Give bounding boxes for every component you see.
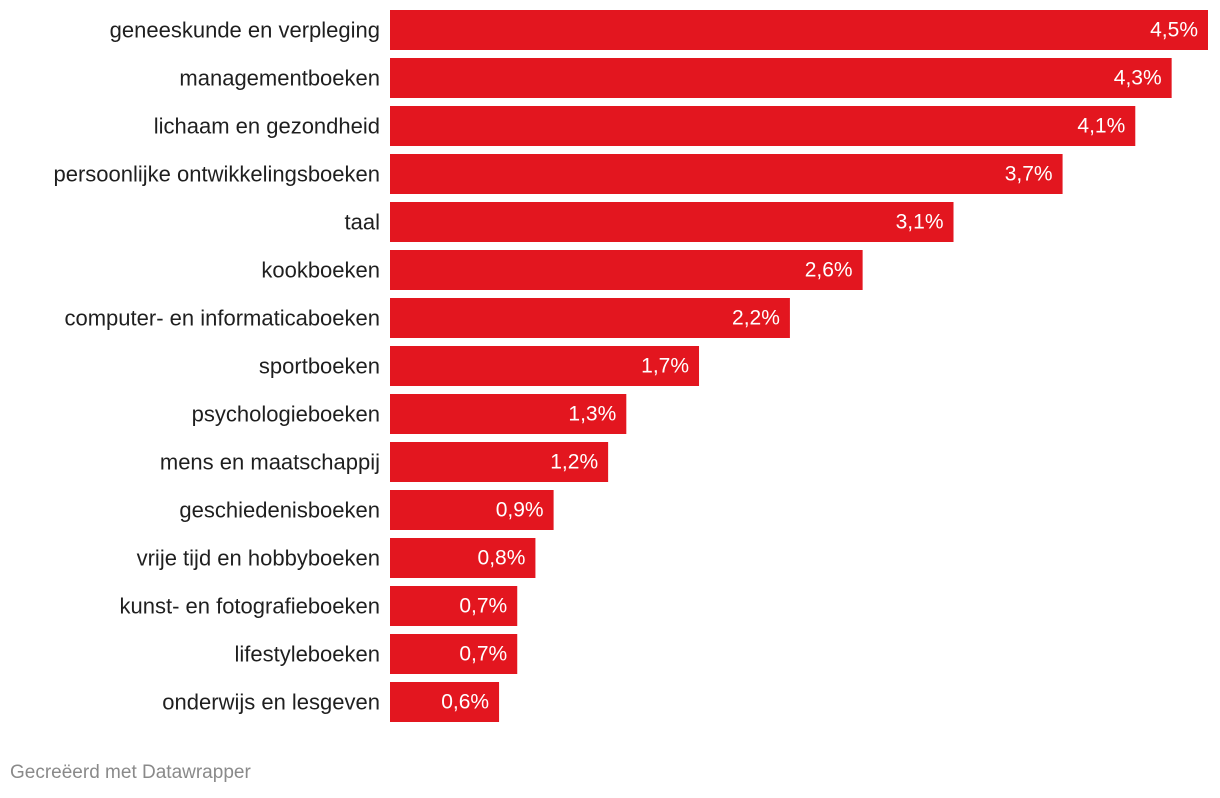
bar (390, 538, 536, 578)
value-label: 1,7% (641, 355, 689, 378)
category-label: psychologieboeken (192, 402, 380, 427)
bar (390, 442, 609, 482)
category-label: lifestyleboeken (234, 642, 380, 667)
category-label: onderwijs en lesgeven (162, 690, 380, 715)
value-label: 0,9% (496, 499, 544, 522)
value-label: 4,5% (1150, 19, 1198, 42)
value-label: 0,6% (441, 691, 489, 714)
bar (390, 250, 863, 290)
value-label: 0,8% (478, 547, 526, 570)
bar (390, 298, 790, 338)
bar (390, 682, 500, 722)
value-label: 4,1% (1077, 115, 1125, 138)
value-label: 2,2% (732, 307, 780, 330)
value-label: 3,1% (896, 211, 944, 234)
bar (390, 490, 554, 530)
value-label: 0,7% (459, 595, 507, 618)
footer-credit: Gecreëerd met Datawrapper (10, 762, 251, 783)
value-label: 4,3% (1114, 67, 1162, 90)
bar (390, 154, 1063, 194)
bar (390, 58, 1172, 98)
category-label: vrije tijd en hobbyboeken (137, 546, 380, 571)
bar (390, 346, 700, 386)
category-label: mens en maatschappij (160, 450, 380, 475)
category-label: persoonlijke ontwikkelingsboeken (53, 162, 380, 187)
category-label: geneeskunde en verpleging (110, 18, 380, 43)
bar (390, 586, 518, 626)
value-label: 2,6% (805, 259, 853, 282)
category-label: taal (345, 210, 380, 235)
value-label: 0,7% (459, 643, 507, 666)
category-label: kookboeken (261, 258, 380, 283)
category-label: kunst- en fotografieboeken (119, 594, 380, 619)
bar (390, 202, 954, 242)
value-label: 3,7% (1005, 163, 1053, 186)
bar (390, 634, 518, 674)
bar-chart: geneeskunde en verpleging 4,5% managementb… (53, 10, 1208, 722)
category-label: managementboeken (179, 66, 380, 91)
bar (390, 106, 1136, 146)
category-label: geschiedenisboeken (179, 498, 380, 523)
category-label: computer- en informaticaboeken (65, 306, 381, 331)
value-label: 1,3% (568, 403, 616, 426)
category-label: lichaam en gezondheid (154, 114, 380, 139)
value-label: 1,2% (550, 451, 598, 474)
category-label: sportboeken (259, 354, 380, 379)
bar (390, 394, 627, 434)
bar (390, 10, 1208, 50)
